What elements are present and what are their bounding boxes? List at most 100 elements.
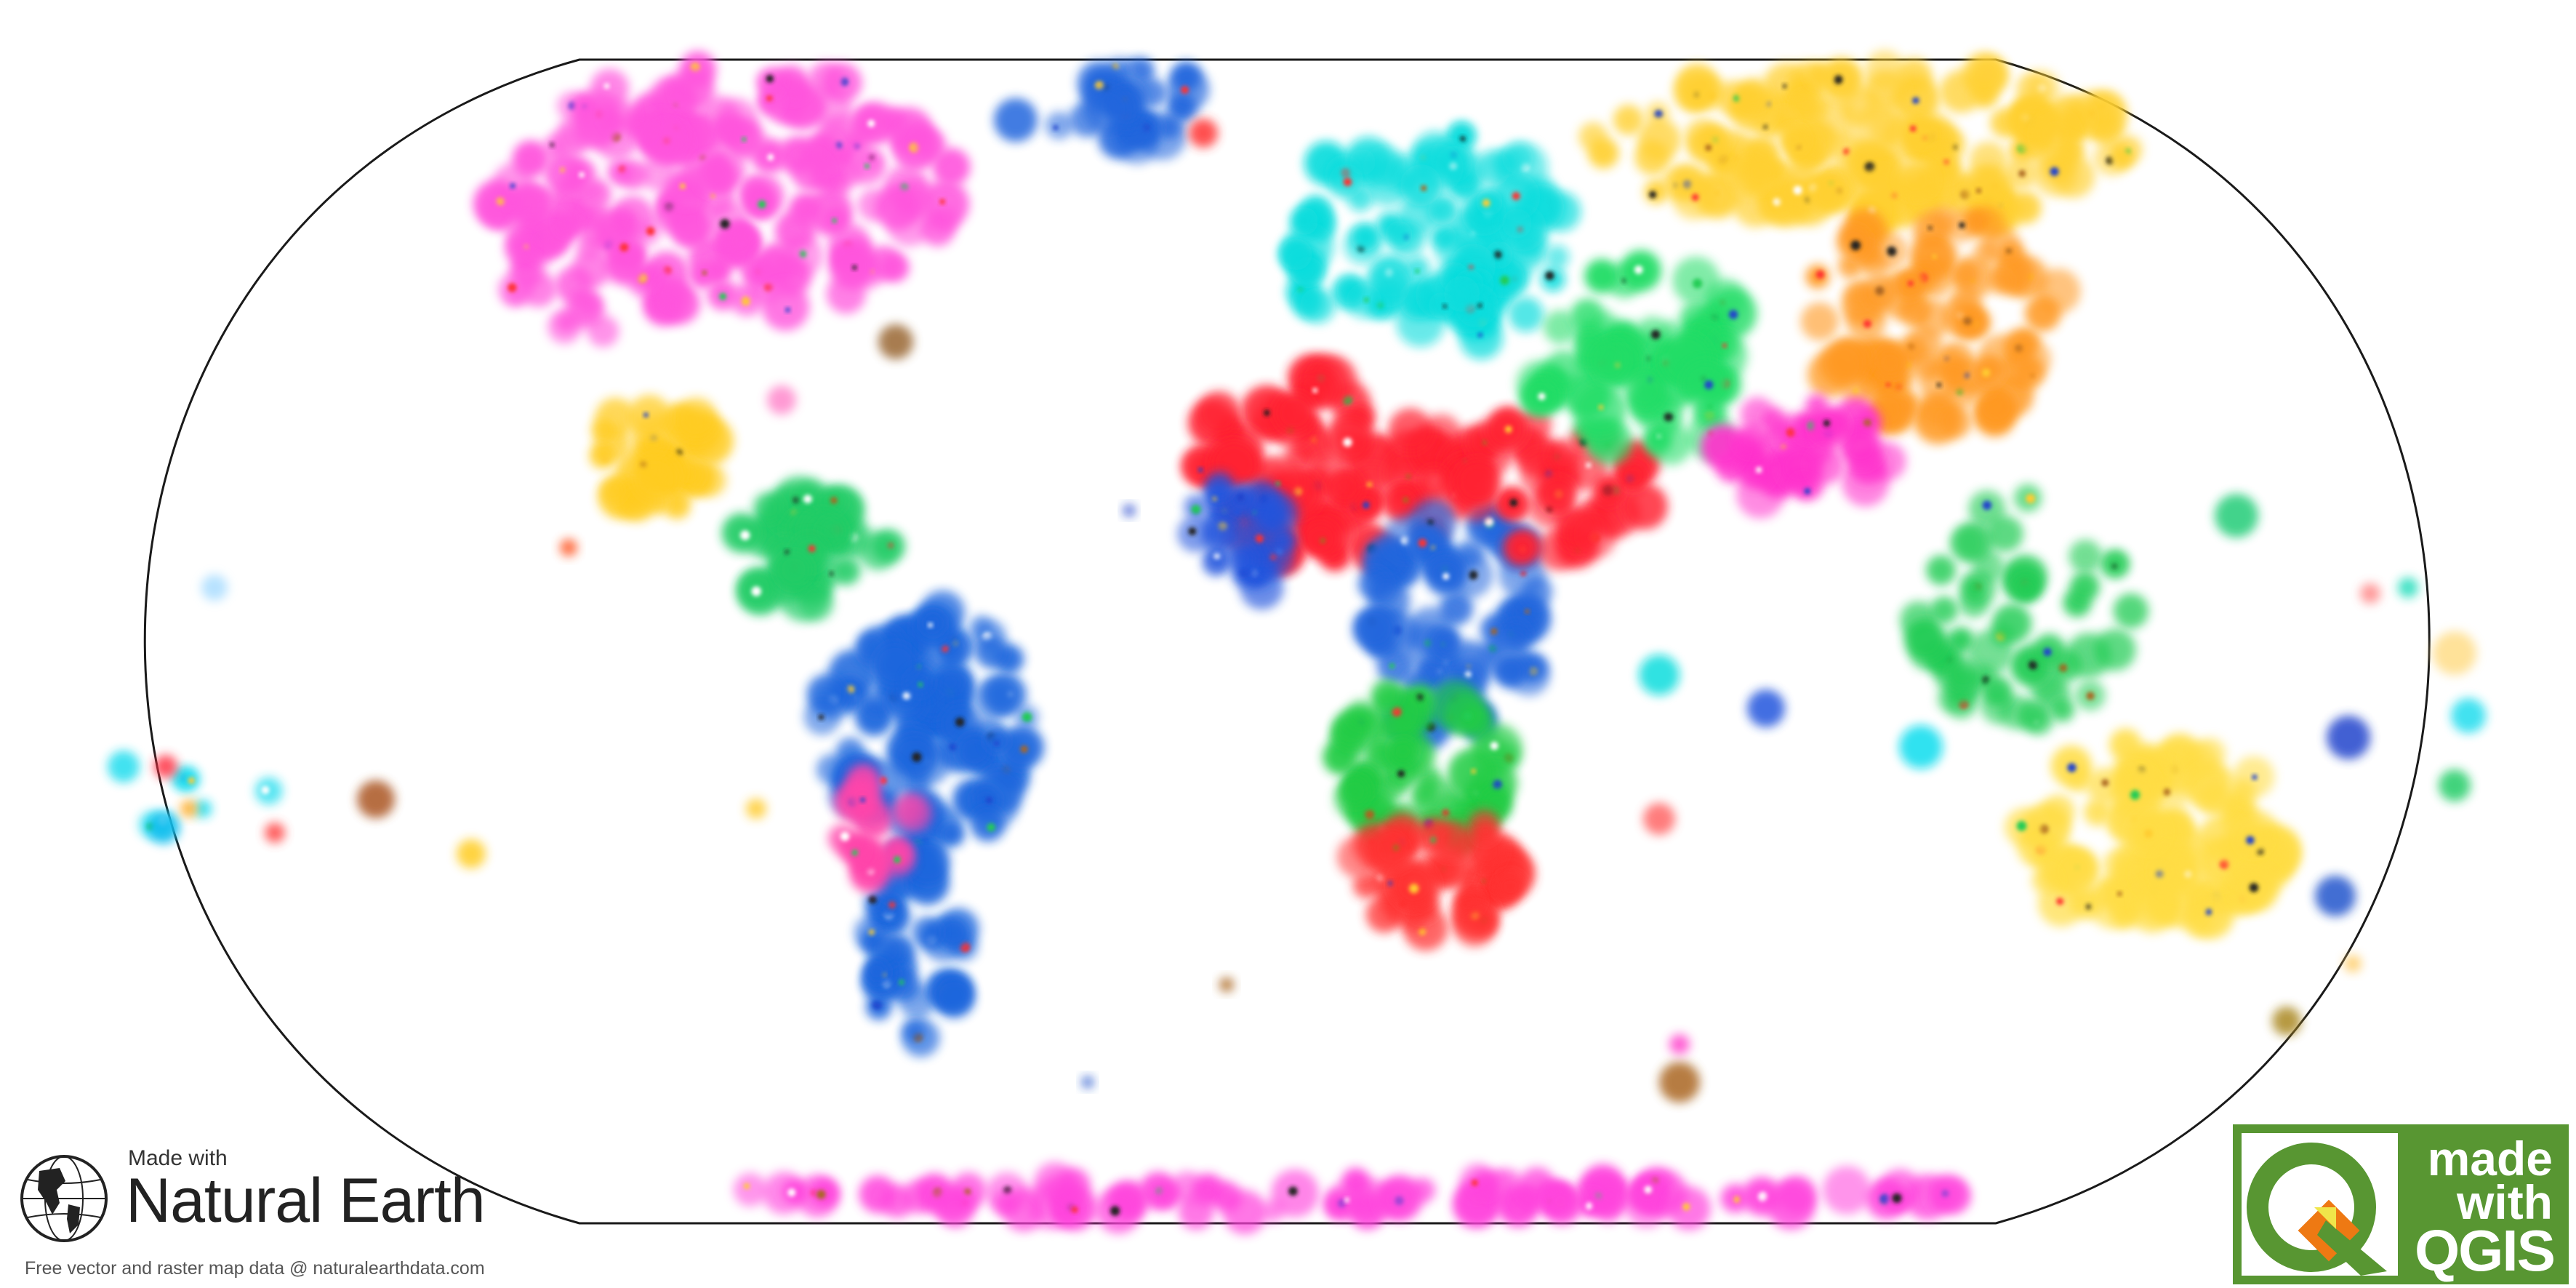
point-marker xyxy=(2031,868,2058,894)
point-marker xyxy=(1644,180,1669,204)
point-marker xyxy=(2199,815,2245,861)
point-marker-core xyxy=(603,83,610,89)
point-marker xyxy=(1002,1188,1046,1232)
point-marker xyxy=(2025,295,2061,332)
point-marker-core xyxy=(1644,1185,1652,1194)
point-marker-core xyxy=(1793,185,1802,195)
point-marker xyxy=(1435,630,1462,657)
point-marker xyxy=(1747,689,1785,727)
point-marker xyxy=(975,636,1008,669)
point-marker-core xyxy=(939,199,945,205)
point-marker xyxy=(2215,494,2258,537)
point-marker-core xyxy=(1403,497,1409,503)
point-marker xyxy=(2327,716,2370,759)
point-marker-core xyxy=(1181,86,1189,94)
point-marker xyxy=(1227,545,1256,574)
point-marker-core xyxy=(2219,859,2230,869)
point-marker-core xyxy=(1237,493,1245,502)
point-marker-core xyxy=(868,895,877,904)
point-marker-core xyxy=(742,137,747,142)
point-marker xyxy=(905,839,950,884)
point-marker xyxy=(791,153,830,192)
point-marker-core xyxy=(741,296,750,306)
point-marker xyxy=(1618,460,1648,490)
point-marker-core xyxy=(1654,110,1664,119)
point-marker-core xyxy=(1525,609,1530,614)
point-marker-core xyxy=(1911,97,1919,104)
point-marker-core xyxy=(1545,271,1554,281)
point-marker xyxy=(576,292,601,316)
point-marker-core xyxy=(1464,712,1472,721)
point-marker-core xyxy=(1442,809,1450,818)
point-marker-core xyxy=(1634,265,1643,274)
point-marker-core xyxy=(1786,428,1796,437)
point-marker xyxy=(2113,593,2148,629)
point-marker-core xyxy=(1191,505,1201,515)
point-marker-core xyxy=(1490,628,1498,636)
point-marker-core xyxy=(1198,467,1203,473)
point-marker xyxy=(1578,122,1608,151)
point-marker-core xyxy=(2144,829,2153,839)
point-marker-core xyxy=(1733,155,1739,161)
point-marker-core xyxy=(2018,169,2026,177)
point-marker-core xyxy=(702,270,707,276)
point-marker xyxy=(1806,62,1832,88)
point-marker-core xyxy=(898,979,904,985)
point-marker xyxy=(2009,191,2042,224)
point-marker-core xyxy=(816,1190,826,1199)
point-marker xyxy=(1811,407,1847,443)
point-marker-core xyxy=(2043,647,2052,657)
point-marker xyxy=(911,916,942,947)
point-marker xyxy=(1433,820,1472,860)
point-marker xyxy=(1301,520,1339,558)
point-marker xyxy=(1959,166,2005,211)
point-marker xyxy=(675,397,718,441)
point-marker-core xyxy=(579,172,585,178)
point-marker-core xyxy=(1459,136,1466,143)
point-marker xyxy=(2048,846,2099,897)
point-marker xyxy=(1365,895,1403,933)
point-marker xyxy=(878,324,913,359)
point-marker xyxy=(667,168,705,205)
point-marker xyxy=(1688,127,1725,164)
point-marker xyxy=(920,611,945,635)
point-marker-core xyxy=(1863,419,1871,428)
natural-earth-title: Natural Earth xyxy=(126,1166,486,1236)
point-marker-core xyxy=(1344,1197,1350,1203)
point-marker-core xyxy=(902,692,911,700)
point-marker xyxy=(1737,78,1769,110)
point-marker-core xyxy=(1691,193,1699,201)
point-marker xyxy=(1400,164,1443,207)
point-marker-core xyxy=(1471,769,1476,774)
natural-earth-credit: Free vector and raster map data @ natura… xyxy=(25,1258,485,1279)
point-marker-core xyxy=(1405,474,1411,479)
point-marker-core xyxy=(1815,270,1825,279)
point-marker xyxy=(1701,424,1746,470)
point-marker-core xyxy=(1490,741,1498,751)
point-marker-core xyxy=(1499,275,1509,285)
point-marker xyxy=(1939,359,1970,388)
point-marker xyxy=(357,780,395,818)
point-marker-core xyxy=(987,823,995,832)
point-markers xyxy=(108,50,2486,1235)
point-marker xyxy=(627,395,671,438)
point-marker xyxy=(510,183,551,223)
point-marker-core xyxy=(1520,546,1526,553)
point-marker xyxy=(1467,831,1505,870)
point-marker xyxy=(2272,1007,2301,1036)
point-marker xyxy=(2010,339,2051,380)
point-marker-core xyxy=(1649,191,1657,199)
point-marker-core xyxy=(1963,316,1972,325)
point-marker xyxy=(957,733,992,769)
point-marker-core xyxy=(1053,124,1059,131)
point-marker xyxy=(1800,302,1839,341)
point-marker-core xyxy=(751,586,761,596)
point-marker xyxy=(767,385,796,415)
qgis-badge: made with QGIS xyxy=(2233,1124,2569,1284)
point-marker xyxy=(1780,126,1807,153)
point-marker xyxy=(1767,1181,1815,1230)
point-marker xyxy=(1962,52,2006,96)
point-marker xyxy=(1649,423,1692,465)
point-marker xyxy=(1157,116,1181,140)
